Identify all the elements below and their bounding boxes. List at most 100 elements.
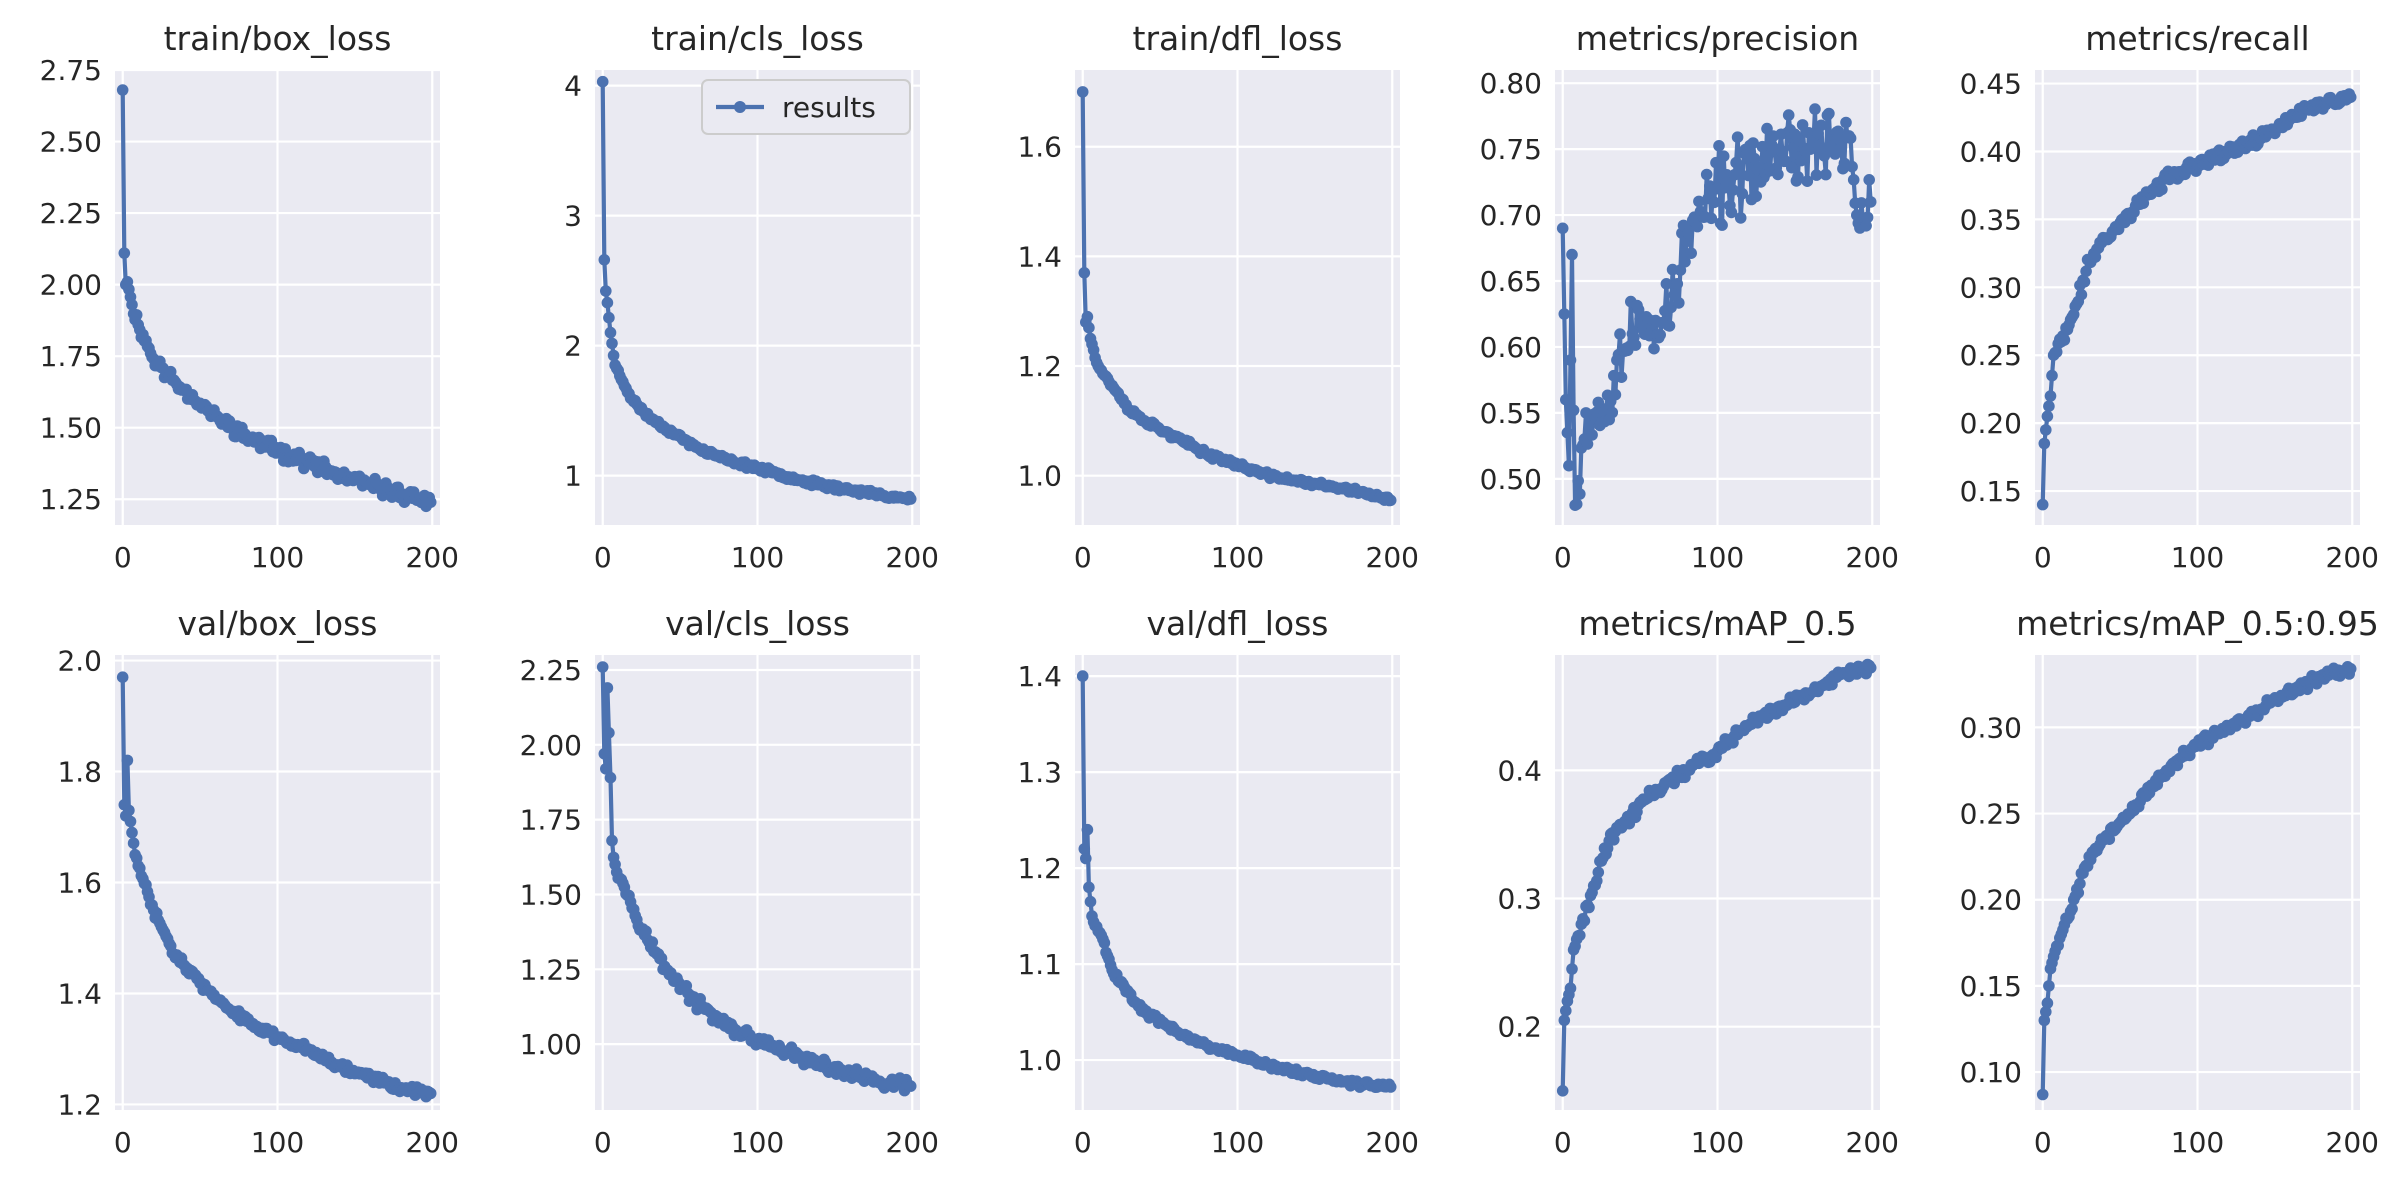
metrics-precision-point-74 [1671,278,1684,290]
metrics-map-0-5-x-tick-0: 0 [1554,1126,1572,1159]
metrics-map-0-5-0-95-x-tick-0: 0 [2034,1126,2052,1159]
val-cls-loss-point-199 [904,1080,917,1092]
metrics-recall-point-4 [2043,400,2055,413]
metrics-precision-point-113 [1731,131,1744,143]
metrics-precision-title: metrics/precision [1576,19,1859,58]
metrics-map-0-5-0-95-y-tick-0: 0.10 [1960,1056,2022,1089]
metrics-precision-point-146 [1782,109,1795,121]
metrics-precision-point-193 [1855,197,1868,209]
train-dfl-loss-point-1 [1078,267,1091,279]
train-dfl-loss-y-tick-3: 1.6 [1017,131,1062,164]
metrics-precision-point-16 [1581,438,1594,450]
metrics-map-0-5-point-5 [1564,982,1577,994]
metrics-precision-point-79 [1679,255,1691,268]
train-box-loss-point-6 [126,298,138,311]
train-dfl-loss-point-4 [1083,321,1095,334]
metrics-map-0-5-0-95-x-tick-200: 200 [2326,1126,2379,1159]
val-dfl-loss-y-tick-1: 1.1 [1017,948,1062,981]
val-dfl-loss-point-14 [1098,937,1111,949]
metrics-precision-point-187 [1846,160,1858,173]
metrics-precision-point-19 [1586,429,1598,441]
train-dfl-loss-y-tick-1: 1.2 [1017,350,1062,383]
metrics-recall-x-tick-100: 100 [2171,541,2224,574]
train-cls-loss-point-6 [606,337,618,350]
metrics-precision-point-148 [1786,161,1798,174]
metrics-precision-point-37 [1614,328,1626,340]
metrics-recall-title: metrics/recall [2085,19,2309,58]
metrics-precision-point-4 [1563,459,1575,472]
metrics-map-0-5-point-6 [1566,963,1578,975]
metrics-map-0-5-0-95-point-1 [2038,1014,2051,1027]
val-box-loss-y-tick-3: 1.8 [57,756,102,789]
val-cls-loss-y-tick-3: 1.75 [520,804,582,837]
metrics-map-0-5-point-11 [1574,929,1586,942]
metrics-precision-point-164 [1810,169,1823,181]
val-cls-loss-x-tick-200: 200 [886,1126,939,1159]
metrics-precision-point-101 [1713,140,1725,152]
metrics-precision-point-109 [1725,206,1738,219]
metrics-precision-point-1 [1558,308,1571,320]
metrics-precision-point-99 [1710,156,1722,169]
metrics-map-0-5-0-95-point-24 [2074,877,2086,890]
metrics-map-0-5-0-95-point-2 [2040,1006,2052,1018]
val-dfl-loss-point-3 [1081,823,1094,836]
metrics-precision-point-124 [1748,152,1761,165]
train-cls-loss-series-results [596,75,917,506]
val-cls-loss-x-tick-0: 0 [594,1126,612,1159]
val-box-loss-x-tick-0: 0 [114,1126,132,1159]
metrics-map-0-5-point-0 [1556,1085,1569,1097]
train-box-loss-point-9 [130,309,143,321]
metrics-precision-point-115 [1734,212,1747,224]
val-box-loss-y-tick-1: 1.4 [57,977,102,1010]
metrics-precision-point-47 [1629,339,1642,351]
metrics-precision-point-5 [1564,354,1577,366]
train-box-loss-y-tick-6: 2.75 [40,54,102,87]
val-dfl-loss-y-tick-3: 1.3 [1017,756,1062,789]
metrics-precision-y-tick-4: 0.70 [1480,199,1542,232]
val-cls-loss-point-3 [601,682,614,694]
val-cls-loss-point-1 [598,748,611,760]
metrics-precision-point-32 [1606,406,1619,419]
val-box-loss-point-3 [121,754,134,767]
metrics-precision-point-69 [1663,320,1676,332]
metrics-recall-y-tick-6: 0.45 [1960,68,2022,101]
metrics-precision-point-63 [1654,329,1666,341]
metrics-map-0-5-point-199 [1864,662,1877,674]
panel-val-box-loss: 0 100 200 1.2 1.4 1.6 1.8 2.0 val/box_loss [57,604,459,1159]
train-box-loss-y-tick-3: 2.00 [40,269,102,302]
metrics-map-0-5-x-tick-200: 200 [1846,1126,1899,1159]
metrics-precision-point-120 [1742,169,1755,182]
train-dfl-loss-x-tick-200: 200 [1366,541,1419,574]
metrics-map-0-5-y-tick-1: 0.3 [1497,883,1542,916]
panel-train-box-loss: 0 100 200 1.25 1.50 1.75 2.00 2.25 2.50 2.75 train… [40,19,459,574]
metrics-map-0-5-0-95-y-tick-2: 0.20 [1960,884,2022,917]
panel-metrics-recall: 0 100 200 0.15 0.20 0.25 0.30 0.35 0.40 0.45 metri… [1960,19,2379,574]
panel-train-dfl-loss: 0 100 200 1.0 1.2 1.4 1.6 train/dfl_loss [1017,19,1419,574]
metrics-precision-point-38 [1615,371,1628,384]
metrics-recall-point-25 [2075,288,2088,301]
metrics-precision-y-tick-6: 0.80 [1480,67,1542,100]
train-cls-loss-x-tick-0: 0 [594,541,612,574]
metrics-recall-x-tick-0: 0 [2034,541,2052,574]
metrics-precision-point-183 [1840,116,1852,129]
val-dfl-loss-point-199 [1384,1081,1397,1093]
metrics-map-0-5-x-tick-100: 100 [1691,1126,1744,1159]
metrics-map-0-5-point-14 [1578,915,1591,927]
metrics-map-0-5-title: metrics/mAP_0.5 [1578,604,1856,643]
train-box-loss-y-tick-2: 1.75 [40,340,102,373]
metrics-precision-point-10 [1572,475,1584,487]
train-cls-loss-y-tick-3: 4 [564,70,582,103]
train-cls-loss-x-tick-200: 200 [886,541,939,574]
metrics-precision-point-67 [1660,278,1673,290]
metrics-precision-point-180 [1835,142,1848,154]
metrics-precision-point-123 [1747,137,1759,149]
metrics-precision-y-tick-2: 0.60 [1480,331,1542,364]
metrics-precision-point-59 [1648,342,1660,355]
train-dfl-loss-x-tick-0: 0 [1074,541,1092,574]
metrics-map-0-5-0-95-y-tick-3: 0.25 [1960,798,2022,831]
val-cls-loss-point-5 [604,771,617,784]
train-box-loss-point-0 [116,84,129,96]
train-box-loss-point-1 [118,247,131,259]
metrics-precision-point-93 [1700,168,1713,181]
train-cls-loss-y-tick-0: 1 [564,460,582,493]
